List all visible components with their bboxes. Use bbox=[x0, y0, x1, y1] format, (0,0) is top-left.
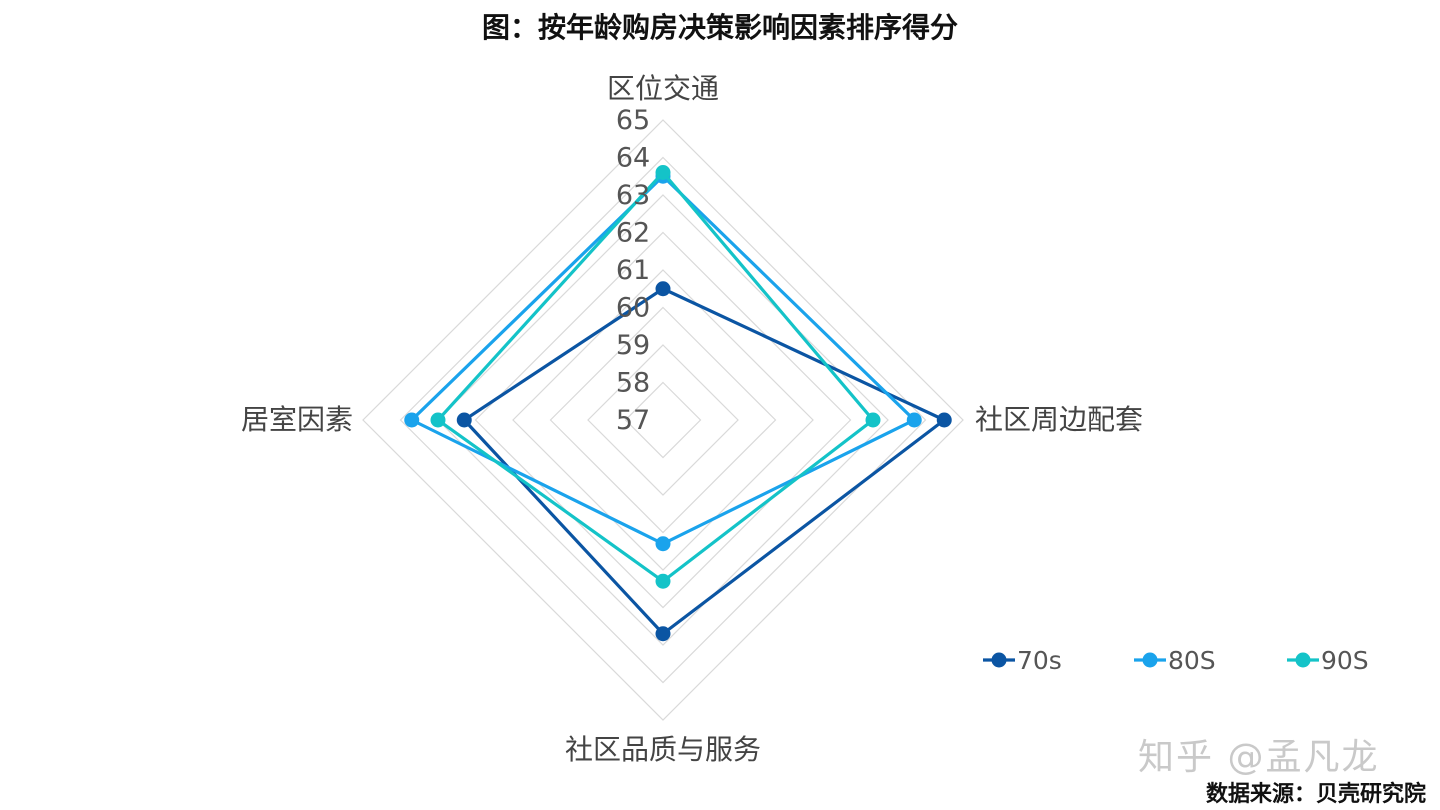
axis-label-2: 社区品质与服务 bbox=[565, 733, 761, 766]
series-point-0-1 bbox=[936, 412, 952, 428]
radar-series bbox=[404, 165, 952, 642]
legend-label-2: 90S bbox=[1321, 646, 1369, 675]
legend-marker-1 bbox=[1142, 652, 1158, 668]
tick-label: 58 bbox=[616, 368, 650, 399]
grid-ring bbox=[624, 381, 702, 459]
source-note: 数据来源：贝壳研究院 bbox=[1205, 782, 1426, 807]
tick-label: 65 bbox=[616, 105, 650, 136]
axis-label-3: 居室因素 bbox=[241, 403, 353, 436]
radar-grid bbox=[362, 119, 964, 721]
tick-label: 62 bbox=[616, 218, 650, 249]
tick-labels: 57 58 59 60 61 62 63 64 65 bbox=[616, 105, 650, 436]
grid-ring bbox=[587, 344, 739, 496]
series-point-2-3 bbox=[430, 412, 446, 428]
tick-label: 57 bbox=[616, 405, 650, 436]
watermark: 知乎 @孟凡龙 bbox=[1138, 737, 1380, 778]
tick-label: 64 bbox=[616, 143, 650, 174]
series-point-2-0 bbox=[655, 165, 671, 180]
series-point-1-3 bbox=[404, 412, 420, 428]
tick-label: 63 bbox=[616, 180, 650, 211]
chart-title: 图：按年龄购房决策影响因素排序得分 bbox=[481, 11, 958, 44]
legend-marker-0 bbox=[991, 652, 1007, 668]
series-point-1-1 bbox=[906, 412, 922, 428]
grid-ring bbox=[512, 269, 814, 571]
legend-marker-2 bbox=[1295, 652, 1311, 668]
series-point-2-2 bbox=[655, 573, 671, 589]
axis-label-0: 区位交通 bbox=[607, 72, 719, 105]
grid-ring bbox=[437, 194, 889, 646]
grid-ring bbox=[549, 306, 777, 534]
series-line-0 bbox=[461, 286, 948, 636]
legend-label-0: 70s bbox=[1017, 646, 1062, 675]
series-point-2-1 bbox=[865, 412, 881, 428]
legend-label-1: 80S bbox=[1168, 646, 1216, 675]
legend: 70s 80S 90S bbox=[983, 646, 1369, 675]
tick-label: 60 bbox=[616, 293, 650, 324]
tick-label: 59 bbox=[616, 330, 650, 361]
grid-ring bbox=[362, 119, 964, 721]
series-line-1 bbox=[409, 174, 917, 546]
series-point-1-2 bbox=[655, 536, 671, 552]
series-point-0-2 bbox=[655, 626, 671, 642]
axis-label-1: 社区周边配套 bbox=[975, 403, 1143, 436]
grid-ring bbox=[399, 156, 927, 684]
series-point-0-0 bbox=[655, 281, 671, 297]
series-point-0-3 bbox=[456, 412, 472, 428]
tick-label: 61 bbox=[616, 255, 650, 286]
grid-ring bbox=[474, 231, 852, 609]
